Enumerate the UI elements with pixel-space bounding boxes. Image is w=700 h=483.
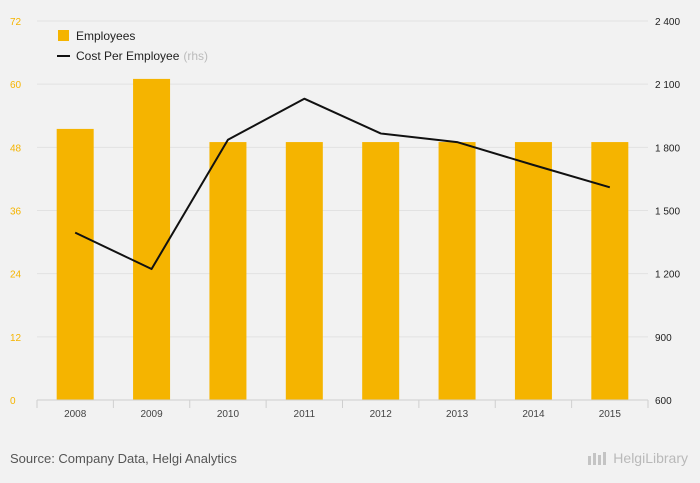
- y-left-tick-label: 24: [10, 270, 22, 281]
- y-left-tick-label: 0: [10, 396, 16, 407]
- legend-label-employees: Employees: [76, 29, 135, 43]
- bar-2014: [514, 142, 552, 400]
- axes: 0 600 12 900 24 1 200 36 1 500 48 1 800 60 2 100 72 2…: [10, 17, 680, 420]
- y-right-tick-label: 2 100: [655, 80, 680, 91]
- y-left-tick-label: 12: [10, 333, 22, 344]
- y-left-tick-label: 72: [10, 17, 22, 28]
- bar-2008: [56, 128, 94, 400]
- bar-2011: [285, 142, 323, 400]
- bar-2015: [591, 142, 629, 400]
- x-tick-label: 2010: [217, 409, 240, 420]
- bar-2010: [209, 142, 247, 400]
- bar-2012: [362, 142, 400, 400]
- x-tick-label: 2013: [446, 409, 469, 420]
- y-right-tick-label: 900: [655, 333, 672, 344]
- source-note: Source: Company Data, Helgi Analytics: [10, 451, 237, 466]
- y-right-tick-label: 1 500: [655, 207, 680, 218]
- brand-name: HelgiLibrary: [613, 450, 688, 466]
- legend-swatch-employees: [58, 30, 69, 41]
- bar-2009: [133, 78, 171, 401]
- y-left-tick-label: 36: [10, 207, 22, 218]
- cost-per-employee-line: [74, 97, 611, 271]
- legend: Employees Cost Per Employee (rhs): [57, 29, 208, 63]
- x-tick-label: 2011: [294, 409, 316, 420]
- y-left-tick-label: 48: [10, 143, 22, 154]
- legend-label-cost-suffix: (rhs): [183, 49, 208, 63]
- x-tick-label: 2009: [140, 409, 163, 420]
- grid-lines: [37, 20, 648, 338]
- x-tick-label: 2012: [370, 409, 393, 420]
- bar-2013: [438, 142, 476, 400]
- legend-label-cost-per-employee: Cost Per Employee (rhs): [76, 49, 208, 63]
- y-right-tick-label: 2 400: [655, 17, 680, 28]
- helgi-logo-icon: [588, 452, 607, 465]
- y-right-tick-label: 1 200: [655, 270, 680, 281]
- y-right-tick-label: 1 800: [655, 143, 680, 154]
- x-tick-label: 2008: [64, 409, 87, 420]
- x-tick-label: 2014: [522, 409, 545, 420]
- y-left-tick-label: 60: [10, 80, 22, 91]
- legend-label-cost-name: Cost Per Employee: [76, 49, 180, 63]
- brand-logo: HelgiLibrary: [587, 450, 688, 466]
- line-series-cost-per-employee: [74, 97, 611, 271]
- x-tick-label: 2015: [599, 409, 622, 420]
- y-right-tick-label: 600: [655, 396, 672, 407]
- bar-series-employees: [56, 78, 629, 401]
